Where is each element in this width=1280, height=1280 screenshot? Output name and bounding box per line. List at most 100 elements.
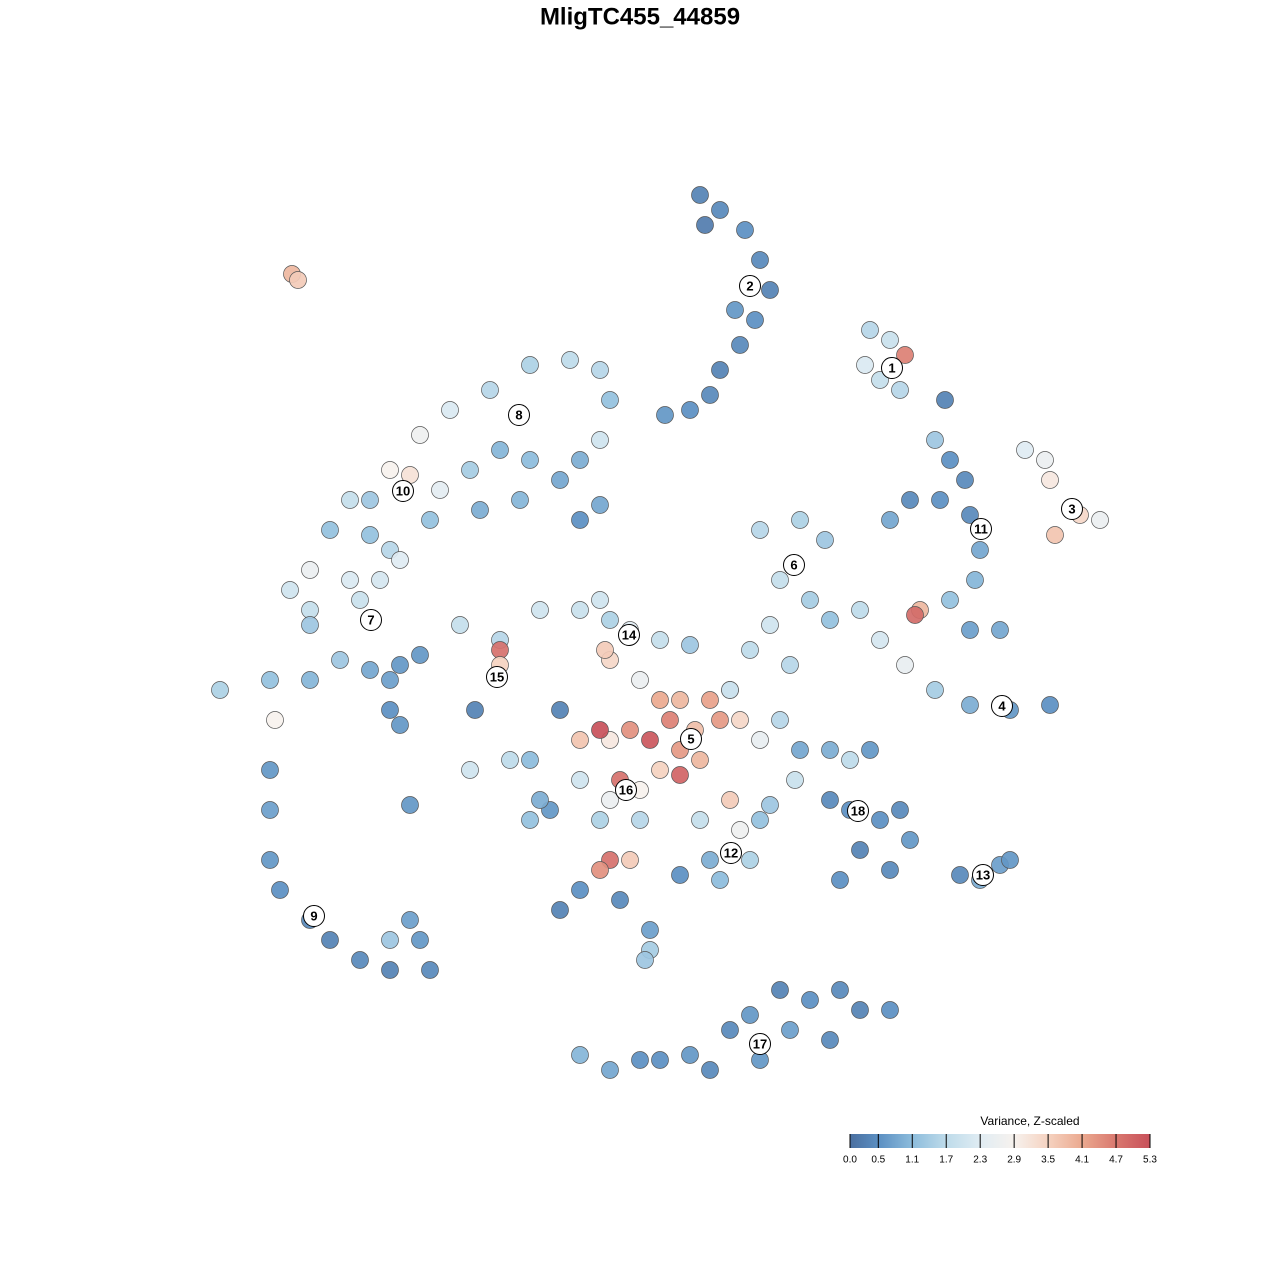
cluster-marker <box>615 779 637 801</box>
point <box>591 861 609 879</box>
point <box>571 601 589 619</box>
point <box>851 1001 869 1019</box>
point <box>381 961 399 979</box>
cluster-label: 13 <box>976 867 990 882</box>
point <box>701 386 719 404</box>
point <box>861 321 879 339</box>
point <box>571 771 589 789</box>
cluster-marker <box>303 905 325 927</box>
point <box>671 866 689 884</box>
point <box>341 571 359 589</box>
point <box>991 621 1009 639</box>
point <box>331 651 349 669</box>
point <box>1041 696 1059 714</box>
cluster-label: 16 <box>619 782 633 797</box>
point <box>651 691 669 709</box>
point <box>691 811 709 829</box>
cluster-label: 5 <box>687 731 694 746</box>
point <box>741 641 759 659</box>
point <box>821 741 839 759</box>
cluster-label: 2 <box>746 278 753 293</box>
point <box>971 541 989 559</box>
colorbar-tick-label: 1.7 <box>939 1155 953 1166</box>
point <box>571 731 589 749</box>
point <box>631 671 649 689</box>
point <box>261 761 279 779</box>
point <box>491 641 509 659</box>
point <box>751 251 769 269</box>
point <box>501 751 519 769</box>
point <box>381 461 399 479</box>
point <box>281 581 299 599</box>
point <box>521 751 539 769</box>
point <box>361 526 379 544</box>
point <box>461 461 479 479</box>
point <box>731 711 749 729</box>
cluster-marker <box>618 624 640 646</box>
point <box>711 711 729 729</box>
point <box>461 761 479 779</box>
point <box>511 491 529 509</box>
colorbar-tick-label: 4.1 <box>1075 1155 1089 1166</box>
point <box>451 616 469 634</box>
cluster-label: 6 <box>790 557 797 572</box>
point <box>471 501 489 519</box>
point <box>701 851 719 869</box>
point <box>289 271 307 289</box>
cluster-label: 12 <box>724 845 738 860</box>
point <box>1046 526 1064 544</box>
point <box>411 646 429 664</box>
point <box>961 506 979 524</box>
point <box>381 701 399 719</box>
point <box>856 356 874 374</box>
point <box>891 801 909 819</box>
points <box>211 186 1109 1079</box>
point <box>841 751 859 769</box>
point <box>481 381 499 399</box>
point <box>641 921 659 939</box>
point <box>786 771 804 789</box>
point <box>571 1046 589 1064</box>
point <box>871 811 889 829</box>
cluster-label: 4 <box>998 698 1006 713</box>
point <box>961 621 979 639</box>
point <box>941 451 959 469</box>
point <box>261 801 279 819</box>
point <box>726 301 744 319</box>
cluster-marker <box>739 275 761 297</box>
point <box>711 201 729 219</box>
point <box>761 796 779 814</box>
point <box>571 451 589 469</box>
point <box>751 811 769 829</box>
point <box>651 631 669 649</box>
point <box>591 591 609 609</box>
point <box>881 331 899 349</box>
point <box>261 671 279 689</box>
cluster-label: 14 <box>622 627 637 642</box>
point <box>551 471 569 489</box>
point <box>751 731 769 749</box>
point <box>771 981 789 999</box>
cluster-label: 1 <box>888 360 895 375</box>
point <box>681 1046 699 1064</box>
point <box>831 871 849 889</box>
point <box>651 1051 669 1069</box>
point <box>671 691 689 709</box>
point <box>661 711 679 729</box>
point <box>531 791 549 809</box>
point <box>941 591 959 609</box>
point <box>211 681 229 699</box>
point <box>741 851 759 869</box>
point <box>411 931 429 949</box>
point <box>301 601 319 619</box>
point <box>746 311 764 329</box>
point <box>601 611 619 629</box>
point <box>641 731 659 749</box>
point <box>731 821 749 839</box>
point <box>391 716 409 734</box>
point <box>781 656 799 674</box>
cluster-marker <box>970 518 992 540</box>
point <box>521 356 539 374</box>
point <box>301 561 319 579</box>
